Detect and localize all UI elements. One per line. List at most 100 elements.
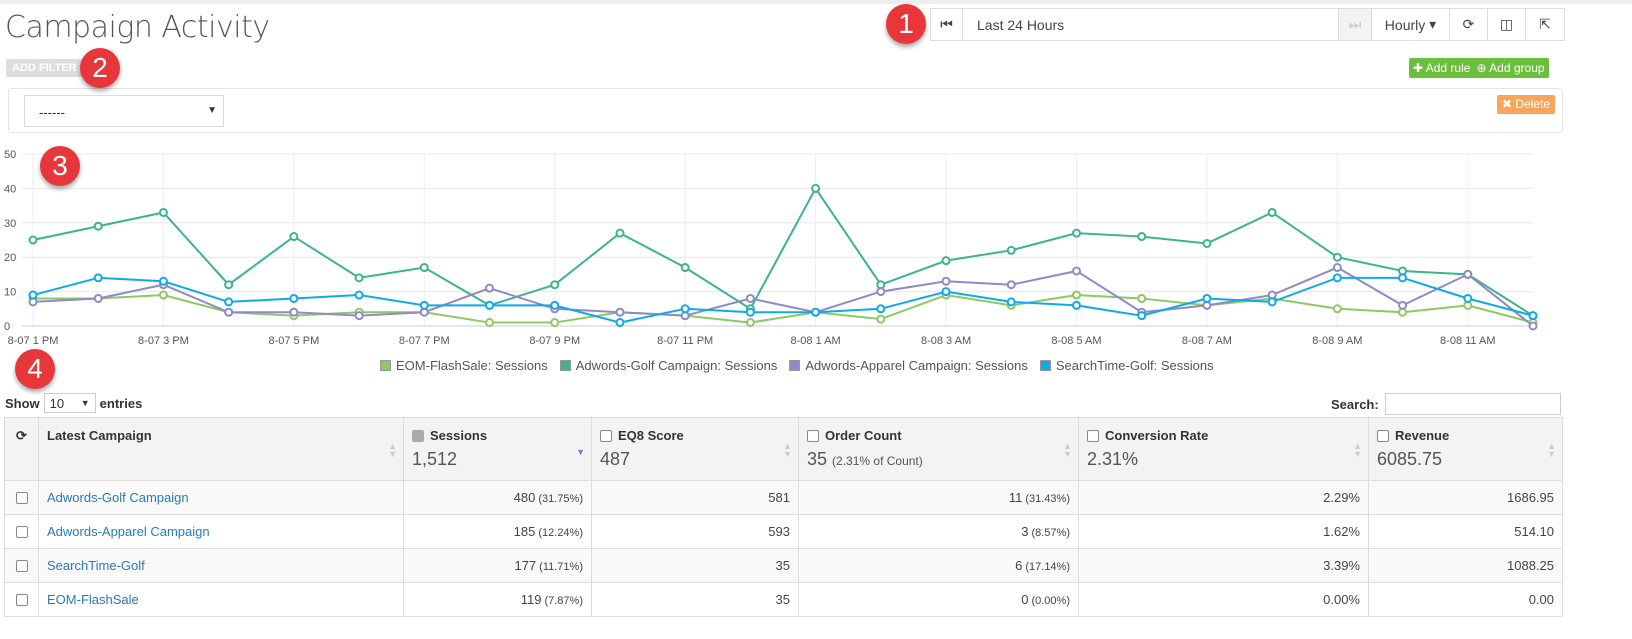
annotation-badge-1: 1 <box>886 4 926 44</box>
table-row: Adwords-Apparel Campaign 185 (12.24%) 593… <box>4 514 1563 549</box>
header-label: Conversion Rate <box>1105 428 1209 443</box>
data-point <box>93 293 103 303</box>
eq8-cell: 35 <box>591 548 799 583</box>
add-group-button[interactable]: ⊕ Add group <box>1476 61 1545 75</box>
interval-dropdown[interactable]: Hourly ▾ <box>1372 9 1450 40</box>
campaign-link[interactable]: Adwords-Golf Campaign <box>38 480 404 515</box>
data-point <box>289 307 299 317</box>
data-point <box>550 280 560 290</box>
data-point <box>28 290 38 300</box>
header-revenue[interactable]: Revenue 6085.75 ▲ ▼ <box>1368 417 1563 481</box>
orders-pct: (0.00%) <box>1031 595 1070 607</box>
entries-select[interactable]: 10 ▼ <box>43 393 96 413</box>
campaign-link[interactable]: EOM-FlashSale <box>38 582 404 617</box>
y-tick-label: 50 <box>4 149 16 161</box>
header-sessions[interactable]: Sessions 1,512 ▼ <box>403 417 592 481</box>
search-input[interactable] <box>1384 393 1561 415</box>
eq8-cell: 35 <box>591 582 799 617</box>
data-point <box>1528 311 1538 321</box>
add-rule-group-buttons: ✚ Add rule ⊕ Add group <box>1409 58 1549 78</box>
annotation-badge-2: 2 <box>80 48 120 88</box>
chevron-down-icon: ▼ <box>80 398 90 408</box>
sessions-pct: (11.71%) <box>539 561 583 573</box>
data-point <box>158 276 168 286</box>
campaign-link[interactable]: SearchTime-Golf <box>38 548 404 583</box>
data-point <box>615 228 625 238</box>
orders-value: 0 <box>1021 592 1029 607</box>
date-range-toolbar: ⏮ Last 24 Hours ⏭ Hourly ▾ ⟳ ◫ ⇱ <box>930 8 1565 41</box>
row-checkbox-cell <box>4 548 39 583</box>
header-total: 1,512 <box>412 449 458 469</box>
column-checkbox[interactable] <box>807 430 819 442</box>
x-tick-label: 8-08 1 AM <box>791 335 841 347</box>
orders-pct: (17.14%) <box>1025 561 1070 573</box>
revenue-cell: 1088.25 <box>1368 548 1563 583</box>
date-range-field[interactable]: Last 24 Hours <box>963 9 1339 40</box>
data-point <box>811 183 821 193</box>
legend-item[interactable]: EOM-FlashSale: Sessions <box>380 358 548 373</box>
data-point <box>1071 228 1081 238</box>
delete-label: Delete <box>1515 97 1551 111</box>
orders-cell: 0 (0.00%) <box>798 582 1079 617</box>
data-point <box>1398 273 1408 283</box>
header-order-count[interactable]: Order Count 35 (2.31% of Count) ▲ ▼ <box>798 417 1079 481</box>
legend-label: Adwords-Apparel Campaign: Sessions <box>805 358 1028 373</box>
last-icon: ⏭ <box>1348 16 1362 32</box>
column-checkbox[interactable] <box>412 430 424 442</box>
legend-item[interactable]: SearchTime-Golf: Sessions <box>1039 358 1214 373</box>
sessions-value: 119 <box>520 592 542 607</box>
add-rule-button[interactable]: ✚ Add rule <box>1413 61 1471 75</box>
header-label: EQ8 Score <box>618 428 684 443</box>
legend-item[interactable]: Adwords-Golf Campaign: Sessions <box>559 358 778 373</box>
column-checkbox[interactable] <box>600 430 612 442</box>
conversion-cell: 2.29% <box>1078 480 1369 515</box>
legend-label: Adwords-Golf Campaign: Sessions <box>575 358 778 373</box>
export-button[interactable]: ⇱ <box>1526 9 1564 40</box>
last-period-button[interactable]: ⏭ <box>1339 9 1372 40</box>
header-conversion-rate[interactable]: Conversion Rate 2.31% ▲ ▼ <box>1078 417 1369 481</box>
data-point <box>615 318 625 328</box>
campaign-link[interactable]: Adwords-Apparel Campaign <box>38 514 404 549</box>
header-eq8-score[interactable]: EQ8 Score 487 ▲ ▼ <box>591 417 799 481</box>
data-point <box>615 307 625 317</box>
data-point <box>289 232 299 242</box>
data-point <box>1137 293 1147 303</box>
row-checkbox[interactable] <box>15 560 28 572</box>
columns-icon: ◫ <box>1499 16 1514 32</box>
sessions-pct: (12.24%) <box>538 527 583 539</box>
data-point <box>1071 266 1081 276</box>
data-point <box>680 304 690 314</box>
refresh-column-header[interactable]: ⟳ <box>4 417 39 481</box>
entries-label: entries <box>99 395 143 411</box>
row-checkbox[interactable] <box>15 526 28 538</box>
eq8-cell: 593 <box>591 514 799 549</box>
row-checkbox[interactable] <box>15 492 28 504</box>
data-point <box>1528 321 1538 331</box>
row-checkbox[interactable] <box>15 594 28 606</box>
sessions-pct: (7.87%) <box>544 595 583 607</box>
filter-field-select[interactable]: ------ ▼ <box>24 95 224 127</box>
data-point <box>1071 290 1081 300</box>
orders-pct: (31.43%) <box>1025 493 1070 505</box>
first-period-button[interactable]: ⏮ <box>931 9 963 40</box>
x-tick-label: 8-08 11 AM <box>1440 335 1495 347</box>
add-filter-button[interactable]: ADD FILTER <box>6 59 83 77</box>
refresh-button[interactable]: ⟳ <box>1450 9 1488 40</box>
sort-icon: ▲ ▼ <box>388 441 397 459</box>
columns-button[interactable]: ◫ <box>1488 9 1526 40</box>
x-tick-label: 8-08 7 AM <box>1182 335 1232 347</box>
column-checkbox[interactable] <box>1377 430 1389 442</box>
data-point <box>224 307 234 317</box>
legend-swatch <box>789 360 801 371</box>
sessions-cell: 177 (11.71%) <box>403 548 592 583</box>
entries-length-control: Show 10 ▼ entries <box>5 393 142 413</box>
add-rule-label: Add rule <box>1425 61 1471 75</box>
column-checkbox[interactable] <box>1087 430 1099 442</box>
delete-button[interactable]: ✖ Delete <box>1497 95 1556 114</box>
header-latest-campaign[interactable]: Latest Campaign ▲ ▼ <box>38 417 404 481</box>
data-point <box>1137 311 1147 321</box>
data-point <box>745 293 755 303</box>
legend-item[interactable]: Adwords-Apparel Campaign: Sessions <box>789 358 1028 373</box>
x-tick-label: 8-07 7 PM <box>399 335 450 347</box>
data-point <box>876 287 886 297</box>
